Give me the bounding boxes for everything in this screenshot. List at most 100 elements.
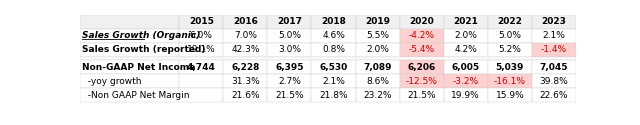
Text: 6,228: 6,228 <box>231 63 260 72</box>
Text: 31.3%: 31.3% <box>231 77 260 86</box>
Bar <box>268 43 312 57</box>
Text: 2.0%: 2.0% <box>454 31 477 40</box>
Bar <box>223 15 268 29</box>
Text: -yoy growth: -yoy growth <box>83 77 142 86</box>
Bar <box>399 29 444 43</box>
Text: 19.9%: 19.9% <box>451 91 480 100</box>
Bar <box>312 29 356 43</box>
Text: 2.1%: 2.1% <box>543 31 565 40</box>
Bar <box>444 88 488 102</box>
Text: 5.0%: 5.0% <box>499 31 522 40</box>
Text: 6,530: 6,530 <box>319 63 348 72</box>
Text: 2.7%: 2.7% <box>278 77 301 86</box>
Bar <box>179 74 223 88</box>
Bar <box>532 88 576 102</box>
Bar <box>268 74 312 88</box>
Text: 39.8%: 39.8% <box>540 77 568 86</box>
Text: 5.0%: 5.0% <box>278 31 301 40</box>
Bar <box>532 29 576 43</box>
Text: 6.0%: 6.0% <box>189 31 212 40</box>
Text: -5.4%: -5.4% <box>408 45 435 54</box>
Text: 42.3%: 42.3% <box>231 45 260 54</box>
Bar <box>532 43 576 57</box>
Text: 21.8%: 21.8% <box>319 91 348 100</box>
Bar <box>80 88 179 102</box>
Text: 6,005: 6,005 <box>452 63 480 72</box>
Bar <box>488 15 532 29</box>
Text: 0.8%: 0.8% <box>322 45 345 54</box>
Bar <box>80 29 179 43</box>
Text: 2017: 2017 <box>277 17 302 26</box>
Bar <box>532 60 576 74</box>
Bar <box>444 74 488 88</box>
Text: 21.5%: 21.5% <box>275 91 304 100</box>
Text: 7.0%: 7.0% <box>234 31 257 40</box>
Bar <box>268 15 312 29</box>
Text: -3.2%: -3.2% <box>452 77 479 86</box>
Bar <box>444 60 488 74</box>
Text: 7,045: 7,045 <box>540 63 568 72</box>
Bar <box>312 88 356 102</box>
Bar <box>399 74 444 88</box>
Bar <box>444 15 488 29</box>
Bar <box>268 88 312 102</box>
Text: 2023: 2023 <box>541 17 566 26</box>
Text: 21.5%: 21.5% <box>408 91 436 100</box>
Text: Sales Growth (Organic): Sales Growth (Organic) <box>83 31 201 40</box>
Text: -4.2%: -4.2% <box>409 31 435 40</box>
Text: 5,039: 5,039 <box>495 63 524 72</box>
Text: 4.6%: 4.6% <box>322 31 345 40</box>
Bar <box>399 60 444 74</box>
Bar <box>312 15 356 29</box>
Text: 5.2%: 5.2% <box>499 45 522 54</box>
Bar <box>488 29 532 43</box>
Bar <box>268 29 312 43</box>
Text: 21.6%: 21.6% <box>231 91 260 100</box>
Text: -1.4%: -1.4% <box>541 45 567 54</box>
Text: 7,089: 7,089 <box>364 63 392 72</box>
Text: 2020: 2020 <box>410 17 434 26</box>
Text: 2.0%: 2.0% <box>366 45 389 54</box>
Bar <box>312 60 356 74</box>
Bar <box>312 74 356 88</box>
Bar <box>268 60 312 74</box>
Text: Sales Growth (reported): Sales Growth (reported) <box>83 45 206 54</box>
Text: 2015: 2015 <box>189 17 214 26</box>
Bar <box>444 43 488 57</box>
Text: -Non GAAP Net Margin: -Non GAAP Net Margin <box>83 91 190 100</box>
Text: 22.6%: 22.6% <box>540 91 568 100</box>
Bar <box>80 15 179 29</box>
Text: 6,206: 6,206 <box>408 63 436 72</box>
Bar <box>356 74 399 88</box>
Text: 19.1%: 19.1% <box>187 45 216 54</box>
Bar <box>80 74 179 88</box>
Text: 2016: 2016 <box>233 17 258 26</box>
Bar <box>223 74 268 88</box>
Bar <box>532 15 576 29</box>
Bar <box>223 60 268 74</box>
Text: 5.5%: 5.5% <box>366 31 389 40</box>
Text: 15.9%: 15.9% <box>495 91 524 100</box>
Bar <box>312 43 356 57</box>
Bar <box>80 57 576 60</box>
Bar <box>488 60 532 74</box>
Bar <box>223 29 268 43</box>
Text: 6,395: 6,395 <box>275 63 303 72</box>
Text: 4.2%: 4.2% <box>454 45 477 54</box>
Bar <box>399 88 444 102</box>
Bar <box>356 43 399 57</box>
Bar <box>532 74 576 88</box>
Bar <box>356 88 399 102</box>
Text: 2018: 2018 <box>321 17 346 26</box>
Bar <box>179 29 223 43</box>
Text: 2021: 2021 <box>453 17 478 26</box>
Bar <box>223 88 268 102</box>
Bar <box>444 29 488 43</box>
Bar <box>179 15 223 29</box>
Bar <box>223 43 268 57</box>
Text: 3.0%: 3.0% <box>278 45 301 54</box>
Text: 4,744: 4,744 <box>187 63 216 72</box>
Bar <box>488 88 532 102</box>
Text: 2019: 2019 <box>365 17 390 26</box>
Bar <box>356 60 399 74</box>
